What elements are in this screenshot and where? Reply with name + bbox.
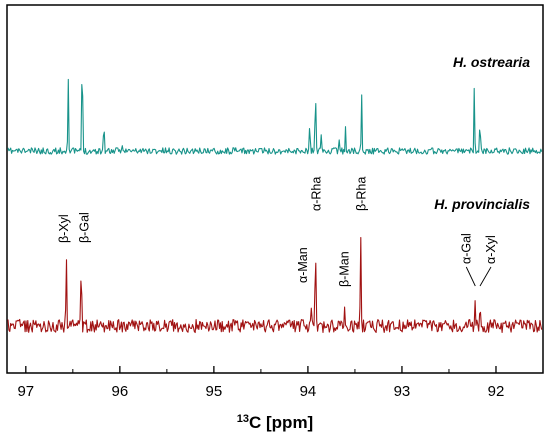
series-labels: H. ostrearia H. provincialis <box>434 54 530 212</box>
x-tick-label: 95 <box>206 383 223 400</box>
x-tick-label: 92 <box>488 383 505 400</box>
spectrum-line-2 <box>7 236 543 334</box>
series-label-1: H. ostrearia <box>453 54 530 70</box>
peak-annotations: β-Xyl β-Gal α-Man α-Rha β-Man β-Rha α-Gal α-Xyl <box>57 177 498 287</box>
peak-label: β-Gal <box>77 212 91 243</box>
peak-label: β-Rha <box>355 177 369 211</box>
peak-label: α-Rha <box>309 177 323 211</box>
peak-leader-line <box>465 266 476 287</box>
x-tick-label: 97 <box>17 383 34 400</box>
plot-frame <box>6 4 544 374</box>
x-tick-label: 94 <box>300 383 317 400</box>
peak-label: α-Xyl <box>484 235 498 264</box>
x-axis: 97 96 95 94 93 92 <box>17 366 504 400</box>
peak-label: β-Man <box>338 251 352 287</box>
x-axis-title: 13C [ppm] <box>237 413 313 432</box>
peak-label: α-Man <box>296 247 310 283</box>
spectra-layer <box>7 78 543 334</box>
series-label-2: H. provincialis <box>434 196 530 212</box>
peak-label: β-Xyl <box>57 214 71 243</box>
peak-label: α-Gal <box>459 233 473 264</box>
peak-leader-line <box>479 266 492 287</box>
spectrum-line-1 <box>7 78 543 155</box>
x-tick-label: 96 <box>111 383 128 400</box>
x-tick-label: 93 <box>394 383 411 400</box>
